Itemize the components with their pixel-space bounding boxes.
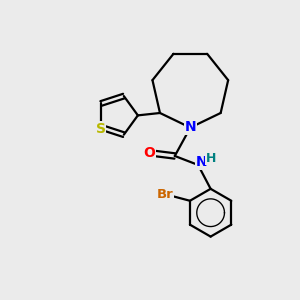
Text: O: O — [143, 146, 155, 160]
Text: Br: Br — [157, 188, 173, 201]
Text: N: N — [185, 120, 197, 134]
Text: S: S — [95, 122, 106, 136]
Text: H: H — [206, 152, 216, 165]
Text: N: N — [196, 155, 207, 169]
